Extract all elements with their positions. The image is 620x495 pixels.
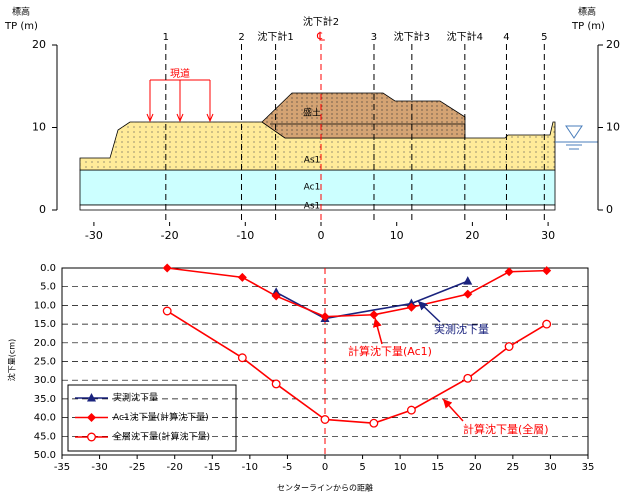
cross-section: 現道 盛土 As1 Ac1 As1 標高 TP (m) 標高 TP (m) 沈下… xyxy=(4,6,605,212)
x-tick-label: 30 xyxy=(541,229,555,242)
x-tick-label: 25 xyxy=(506,462,519,473)
elevation-unit: TP (m) xyxy=(4,21,38,32)
elevation-unit: TP (m) xyxy=(571,21,605,32)
x-tick-label: 10 xyxy=(394,462,407,473)
y-tick-label: 35.0 xyxy=(34,394,56,405)
marker xyxy=(505,267,514,276)
marker xyxy=(370,419,378,427)
station-label: 1 xyxy=(163,32,169,43)
y-tick-label: 10.0 xyxy=(34,300,56,311)
marker xyxy=(463,290,472,299)
y-tick-label: 20 xyxy=(606,38,620,51)
y-tick-label: 45.0 xyxy=(34,431,56,442)
x-tick-label: 5 xyxy=(359,462,365,473)
legend-label: 全層沈下量(計算沈下量) xyxy=(113,431,210,443)
x-tick-label: 30 xyxy=(544,462,557,473)
road-bracket xyxy=(150,80,210,120)
x-tick-label: 0 xyxy=(318,229,325,242)
marker xyxy=(369,310,378,319)
series-line xyxy=(167,268,546,317)
station-label: ℄ xyxy=(316,30,325,44)
y-tick-label: 0.0 xyxy=(40,263,56,274)
y-tick-label: 50.0 xyxy=(34,450,56,461)
annotation-arrow xyxy=(375,318,382,344)
y-tick-label: 10 xyxy=(32,121,46,134)
legend-label: Ac1沈下量(計算沈下量) xyxy=(113,411,209,423)
marker xyxy=(272,380,280,388)
marker xyxy=(163,307,171,315)
elevation-label: 標高 xyxy=(12,6,30,18)
annotation: 計算沈下量(Ac1) xyxy=(348,344,432,358)
x-tick-label: 15 xyxy=(431,462,444,473)
station-label: 沈下計1 xyxy=(257,30,293,43)
marker xyxy=(163,264,172,273)
legend-marker xyxy=(88,433,96,441)
x-axis-label: センターラインからの距離 xyxy=(277,483,373,493)
marker xyxy=(238,273,247,282)
layer-label: As1 xyxy=(304,156,321,166)
x-tick-label: 20 xyxy=(465,229,479,242)
x-tick-label: 10 xyxy=(390,229,404,242)
y-tick-label: 40.0 xyxy=(34,413,56,424)
layer-label: As1 xyxy=(304,202,321,212)
x-tick-label: -35 xyxy=(54,462,70,473)
marker xyxy=(239,354,247,362)
x-tick-label: -30 xyxy=(91,462,107,473)
marker xyxy=(321,416,329,424)
layer-label: 盛土 xyxy=(303,107,321,119)
y-tick-label: 0 xyxy=(39,203,46,216)
x-tick-label: -10 xyxy=(236,229,254,242)
figure: 現道 盛土 As1 Ac1 As1 標高 TP (m) 標高 TP (m) 沈下… xyxy=(0,0,620,495)
y-tick-label: 15.0 xyxy=(34,319,56,330)
x-tick-label: -5 xyxy=(282,462,292,473)
road-label: 現道 xyxy=(170,67,190,80)
x-tick-label: -10 xyxy=(242,462,258,473)
water-symbol xyxy=(566,126,582,138)
y-tick-label: 0 xyxy=(606,203,613,216)
annotation-arrow xyxy=(418,301,440,322)
elevation-label: 標高 xyxy=(578,6,596,18)
marker xyxy=(464,375,472,383)
marker xyxy=(408,406,416,414)
x-tick-label: 35 xyxy=(582,462,595,473)
y-tick-label: 25.0 xyxy=(34,357,56,368)
embankment-texture xyxy=(262,93,465,138)
station-label: 2 xyxy=(238,32,244,43)
x-tick-label: -30 xyxy=(85,229,103,242)
station-label: 5 xyxy=(541,32,547,43)
station-label: 3 xyxy=(371,32,377,43)
x-tick-label: -20 xyxy=(167,462,183,473)
x-tick-label: -20 xyxy=(161,229,179,242)
y-tick-label: 20.0 xyxy=(34,338,56,349)
x-tick-label: 0 xyxy=(322,462,328,473)
marker xyxy=(505,343,513,351)
station-label: 沈下計3 xyxy=(394,30,430,43)
annotation: 計算沈下量(全層) xyxy=(463,422,549,436)
legend-label: 実測沈下量 xyxy=(113,392,158,404)
center-label: 沈下計2 xyxy=(303,15,339,28)
page: 現道 盛土 As1 Ac1 As1 標高 TP (m) 標高 TP (m) 沈下… xyxy=(0,0,620,495)
y-axis-label: 沈下量(cm) xyxy=(7,339,17,381)
y-tick-label: 10 xyxy=(606,121,620,134)
y-tick-label: 5.0 xyxy=(40,282,56,293)
marker xyxy=(542,266,551,275)
marker xyxy=(543,320,551,328)
x-tick-label: -25 xyxy=(129,462,145,473)
station-label: 沈下計4 xyxy=(447,30,483,43)
layer-label: Ac1 xyxy=(304,183,321,193)
y-tick-label: 30.0 xyxy=(34,375,56,386)
y-tick-label: 20 xyxy=(32,38,46,51)
marker xyxy=(463,276,472,285)
x-tick-label: -15 xyxy=(204,462,220,473)
marker xyxy=(272,292,281,301)
station-label: 4 xyxy=(503,32,509,43)
annotation: 実測沈下量 xyxy=(434,322,489,336)
x-tick-label: 20 xyxy=(469,462,482,473)
